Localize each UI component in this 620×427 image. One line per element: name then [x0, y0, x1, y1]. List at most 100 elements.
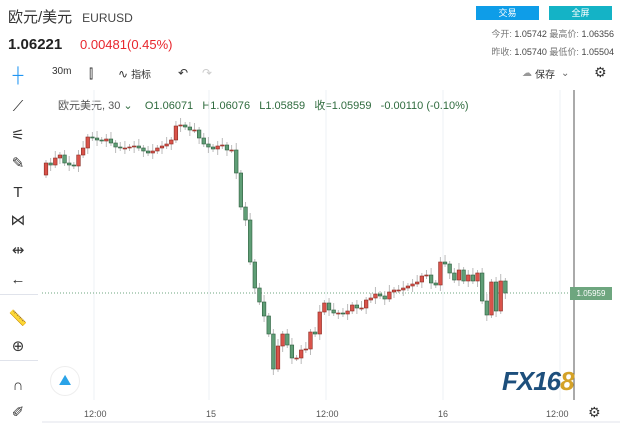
candle [442, 261, 448, 265]
candle [475, 272, 480, 282]
interval-button[interactable]: 30m [52, 66, 72, 77]
candle [368, 297, 373, 301]
candle [48, 162, 53, 166]
candle [197, 129, 202, 139]
candle [466, 274, 471, 282]
trade-button[interactable]: 交易 [476, 6, 539, 20]
fullscreen-button[interactable]: 全屏 [549, 6, 612, 20]
candle [271, 333, 276, 370]
x-tick: 12:00 [546, 409, 569, 419]
candle [57, 154, 63, 159]
measure-icon[interactable]: ⇹ [11, 242, 25, 259]
candle [243, 206, 248, 221]
candle [122, 147, 127, 150]
candle [433, 282, 438, 286]
indicators-button[interactable]: ∿ 指标 [118, 66, 152, 82]
candle [493, 281, 499, 312]
candle [364, 299, 369, 309]
candle [373, 293, 378, 299]
candle [275, 345, 281, 370]
candle [424, 274, 429, 277]
candle [238, 172, 243, 208]
candle [280, 333, 285, 347]
candle [261, 301, 267, 317]
text-icon[interactable]: T [13, 183, 23, 201]
save-button[interactable]: ☁ 保存 ⌄ [522, 68, 570, 81]
candle [401, 287, 406, 291]
candle [178, 124, 183, 127]
lock-draw-icon[interactable]: ✐ [11, 404, 25, 421]
candle [145, 150, 151, 154]
candle [164, 143, 169, 147]
candle [94, 137, 100, 141]
price-change: 0.00481(0.45%) [80, 37, 173, 52]
last-price-label: 1.05959 [570, 287, 612, 300]
x-tick: 16 [438, 409, 449, 419]
candle [498, 280, 503, 312]
candle [429, 274, 434, 284]
candle [345, 310, 350, 315]
chevron-down-icon: ⌄ [561, 68, 570, 79]
candle [447, 263, 452, 274]
x-tick: 15 [206, 409, 217, 419]
candle [322, 302, 327, 313]
x-tick: 12:00 [84, 409, 107, 419]
candle [438, 261, 443, 286]
candle [150, 150, 155, 154]
candle [489, 281, 494, 316]
candle [456, 269, 462, 281]
fx168-logo: FX168 [502, 366, 575, 396]
candle [405, 285, 411, 289]
candle [224, 144, 230, 151]
redo-icon[interactable]: ↷ [202, 66, 213, 80]
trend-line-icon[interactable]: ⟋ [12, 97, 24, 115]
candle [192, 129, 197, 132]
candle [331, 309, 336, 314]
candle [350, 304, 355, 312]
candle [387, 291, 392, 300]
candle [415, 281, 420, 285]
candle [127, 146, 132, 149]
candle-type-icon[interactable]: ⫿ [89, 66, 94, 81]
candle [173, 125, 179, 141]
settings-icon[interactable]: ⚙ [594, 64, 607, 80]
axis-settings-icon[interactable]: ⚙ [588, 404, 601, 420]
candle [419, 275, 424, 283]
candle [377, 293, 383, 297]
candle [266, 315, 271, 335]
candle [53, 157, 58, 166]
candle [90, 136, 95, 139]
candle [234, 149, 239, 174]
ohlc-legend: 欧元美元, 30 ⌄ O1.06071 H1.06076 L1.05859 收=… [58, 100, 469, 112]
candle [410, 283, 415, 287]
candle [391, 289, 397, 293]
candle [215, 145, 220, 150]
fib-icon[interactable]: ⚟ [11, 127, 25, 144]
candle [108, 138, 114, 144]
pattern-icon[interactable]: ⋈ [10, 212, 26, 229]
ruler-icon[interactable]: 📏 [8, 310, 28, 327]
magnet-icon[interactable]: ∩ [12, 376, 24, 394]
candle [104, 138, 109, 142]
tradingview-logo-icon[interactable]: ⛰ [50, 366, 80, 396]
candle [503, 280, 508, 294]
candle [313, 331, 318, 335]
candle [43, 162, 49, 176]
brush-icon[interactable]: ✎ [11, 155, 25, 172]
stats-row-2: 昨收: 1.05740 最低价: 1.05504 [491, 47, 614, 57]
candle [118, 146, 123, 149]
candle [206, 143, 211, 148]
candle [229, 149, 234, 152]
candle [201, 137, 206, 145]
candle [132, 145, 137, 148]
candle [159, 145, 165, 149]
undo-icon[interactable]: ↶ [178, 66, 189, 80]
candle [71, 164, 76, 167]
zoom-in-icon[interactable]: ⊕ [11, 338, 25, 355]
candle [85, 136, 90, 149]
back-arrow-icon[interactable]: ← [10, 270, 26, 288]
crosshair-icon[interactable]: ┼ [12, 66, 24, 84]
x-tick: 12:00 [316, 409, 339, 419]
candle [187, 126, 192, 131]
